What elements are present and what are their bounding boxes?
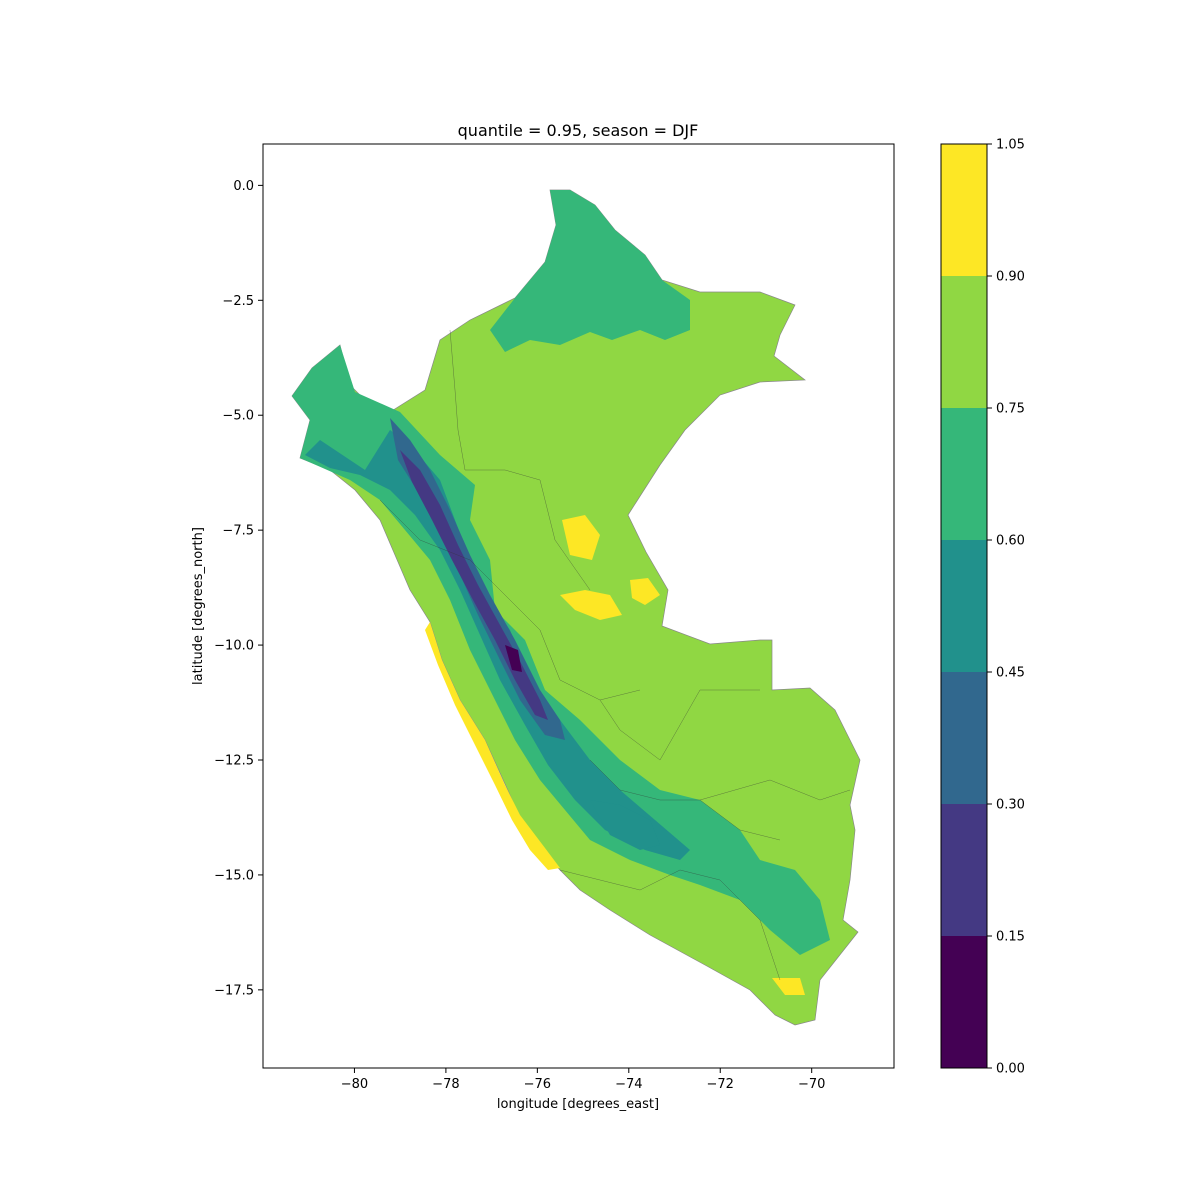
y-tick-label: 0.0 — [233, 179, 254, 194]
colorbar-segment — [941, 804, 987, 936]
boundary-line-f — [699, 779, 851, 801]
y-tick-label: −10.0 — [214, 639, 254, 654]
colorbar-tick-label: 0.15 — [996, 930, 1025, 945]
x-tick-label: −74 — [615, 1077, 642, 1092]
y-tick-label: −2.5 — [222, 294, 254, 309]
x-axis: −80 −78 −76 −74 −72 −70 — [341, 1068, 825, 1092]
yellow-patch-east — [630, 578, 660, 605]
x-tick-label: −72 — [707, 1077, 734, 1092]
yellow-patch-central — [560, 590, 622, 620]
y-tick-label: −7.5 — [222, 524, 254, 539]
chart-title: quantile = 0.95, season = DJF — [458, 121, 699, 140]
y-tick-label: −5.0 — [222, 409, 254, 424]
peru-landmass — [291, 189, 861, 1026]
boundary-line-a — [449, 329, 591, 591]
y-tick-label: −12.5 — [214, 754, 254, 769]
colorbar: 0.00 0.15 0.30 0.45 0.60 0.75 0.90 1.05 — [940, 138, 1025, 1077]
colorbar-frame — [940, 143, 988, 1069]
colorbar-segment — [941, 144, 987, 276]
southern-highlands-band — [590, 800, 660, 850]
boundary-line-c — [599, 689, 760, 761]
ridge-minimum — [505, 645, 522, 672]
x-tick-label: −70 — [798, 1077, 825, 1092]
colorbar-segment — [941, 672, 987, 804]
map-plot-area — [262, 143, 895, 1069]
admin-boundaries — [379, 329, 851, 981]
x-tick-label: −80 — [341, 1077, 368, 1092]
colorbar-tick-label: 0.30 — [996, 798, 1025, 813]
colorbar-tick-label: 0.45 — [996, 666, 1025, 681]
boundary-line-d — [589, 759, 781, 841]
y-axis: 0.0 −2.5 −5.0 −7.5 −10.0 −12.5 −15.0 −17.5 — [214, 179, 263, 998]
x-tick-label: −78 — [432, 1077, 459, 1092]
colorbar-tick-label: 0.60 — [996, 534, 1025, 549]
colorbar-segment — [941, 408, 987, 540]
boundary-line-b — [379, 499, 641, 701]
x-tick-label: −76 — [524, 1077, 551, 1092]
colorbar-tick-label: 1.05 — [996, 138, 1025, 153]
boundary-line-e — [559, 869, 781, 981]
y-tick-label: −15.0 — [214, 868, 254, 883]
colorbar-tick-label: 0.90 — [996, 270, 1025, 285]
yellow-patch-north — [562, 515, 600, 560]
yellow-patch-south — [772, 978, 805, 995]
colorbar-tick-label: 0.75 — [996, 402, 1025, 417]
colorbar-tick-label: 0.00 — [996, 1062, 1025, 1077]
colorbar-segment — [941, 540, 987, 672]
northern-amazon-band — [490, 190, 690, 352]
x-axis-label: longitude [degrees_east] — [497, 1097, 659, 1112]
colorbar-segment — [941, 936, 987, 1068]
y-tick-label: −17.5 — [214, 983, 254, 998]
colorbar-segment — [941, 276, 987, 408]
y-axis-label: latitude [degrees_north] — [191, 527, 206, 685]
